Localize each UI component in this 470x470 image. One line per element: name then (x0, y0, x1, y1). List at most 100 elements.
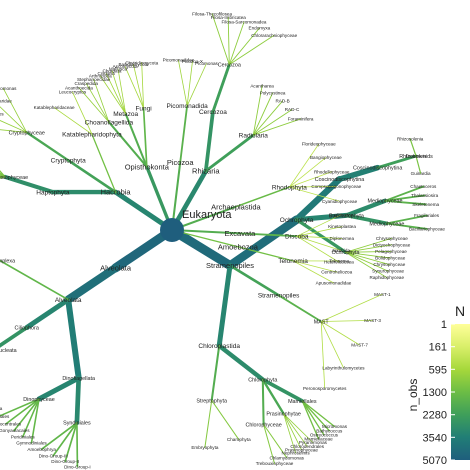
tree-edge (296, 235, 343, 239)
node-label: Fungi (135, 106, 151, 113)
tree-edge (252, 118, 302, 136)
tree-edge (177, 59, 188, 107)
tree-edge (296, 235, 342, 251)
tree-edge (320, 321, 344, 369)
tree-edge (124, 66, 145, 109)
leaf-label: Chlorarachniophyceae (251, 33, 297, 38)
tree-edge (288, 186, 340, 202)
node-label: Chlorophyceae (245, 422, 281, 428)
tree-edge (283, 413, 308, 447)
legend-tick-label: 161 (429, 342, 447, 354)
tree-edge (53, 107, 93, 135)
tree-edge (263, 423, 276, 465)
leaf-label: Cyanidiophyceae (322, 199, 358, 204)
tree-edge (24, 297, 71, 331)
leaf-label: Polycystinea (260, 91, 286, 96)
leaf-label: MAST-3 (364, 318, 381, 323)
node-label: Dinoflagellata (62, 376, 95, 382)
tree-edge (3, 174, 55, 195)
leaf-label: Craspedida (74, 81, 98, 86)
root-node (160, 218, 184, 242)
tree-edge (277, 294, 323, 323)
node-label: Picozoa (167, 158, 195, 167)
leaf-label: Apusomonadidae (316, 281, 352, 286)
tree-edge (93, 78, 110, 123)
tree-edge (0, 259, 70, 301)
legend-tick-label: 595 (429, 364, 447, 376)
node-label: Prasinophytae (266, 412, 300, 418)
tree-edge (301, 400, 320, 440)
node-label: Bacillariophyta (329, 213, 364, 219)
leaf-label: Chaetoceros (410, 184, 437, 189)
tree-edge (228, 21, 245, 66)
leaf-label: Synurophyceae (372, 269, 404, 274)
legend-title: n_obs (406, 379, 420, 412)
tree-edge (384, 185, 425, 202)
leaf-label: Prorocentrales (0, 421, 22, 426)
legend-tick-label: 1300 (423, 387, 447, 399)
tree-edge (204, 133, 255, 173)
tree-edge (345, 251, 391, 259)
leaf-label: Diplonemea (330, 236, 355, 241)
legend-tick-label: 3540 (423, 432, 447, 444)
leaf-label: Peridiniales (11, 434, 35, 439)
leaf-label: Chytridiomycota (125, 60, 158, 65)
leaf-label: Thalassiosira (411, 193, 439, 198)
node-label: MAST (314, 319, 330, 325)
node-label: Archaeplastida (211, 202, 261, 211)
leaf-label: Trebouxiophyceae (256, 461, 294, 466)
tree-edge (30, 398, 40, 444)
tree-edge (296, 214, 342, 237)
tree-edge (124, 112, 148, 168)
leaf-label: Chrysophyceae (376, 236, 408, 241)
tree-edge (22, 398, 40, 438)
node-label: Cryptophyceae (9, 130, 45, 136)
tree-edge (283, 413, 302, 451)
leaf-label: Nephroselmis (282, 451, 311, 456)
node-label: Apicomplexa (0, 258, 15, 264)
leaf-label: Fragilariales (414, 213, 440, 218)
tree-edge (66, 158, 117, 194)
tree-edge (203, 110, 215, 173)
leaf-label: Chlamydomonas (269, 455, 304, 460)
tree-edge (211, 13, 230, 66)
tree-edge (186, 63, 207, 107)
leaf-label: Arthropoda (89, 74, 112, 79)
tree-edge (344, 198, 388, 218)
tree-edge (228, 264, 280, 297)
node-label: Radiolaria (239, 132, 269, 139)
tree-edge (179, 104, 189, 164)
tree-edge (288, 157, 327, 188)
leaf-label: Gonyaulacales (0, 428, 30, 433)
node-label: Rhizosolenids (399, 154, 433, 160)
tree-edge (117, 68, 127, 115)
tree-edge (142, 107, 148, 168)
leaf-label: Picomonadidae (163, 58, 195, 63)
leaf-label: Mollusca (109, 66, 128, 71)
node-label: Rhizaria (192, 167, 220, 176)
tree-edge (263, 423, 288, 459)
tree-edge (252, 92, 274, 136)
leaf-label: Gymnodiniales (16, 440, 47, 445)
node-label: Coscinodiscophytina (315, 177, 364, 183)
tree-edge (288, 171, 333, 188)
tree-edge (105, 72, 127, 115)
leaf-label: Embryophyta (191, 445, 219, 450)
node-label: Streptophyta (196, 398, 227, 404)
node-label: Alveolata (55, 297, 82, 304)
leaf-label: Rhizosolenia (397, 137, 424, 142)
leaf-label: Dino-Group-I (64, 464, 91, 469)
legend-tick-label: 5070 (423, 455, 447, 467)
leaf-label: Chordata (103, 69, 122, 74)
leaf-label: Raphidophyceae (370, 275, 405, 280)
node-label: Cercozoa (199, 109, 227, 116)
node-label: Mediophyceae (369, 221, 404, 227)
tree-edge (283, 413, 297, 454)
node-label: Hacrobia (101, 188, 132, 197)
legend-tick-label: 2280 (423, 410, 447, 422)
tree-edge (252, 109, 293, 136)
leaf-label: Prasinophyceae (285, 447, 318, 452)
leaf-label: RAD-C (285, 107, 300, 112)
tree-edge (225, 215, 301, 270)
tree-edge (344, 213, 389, 226)
